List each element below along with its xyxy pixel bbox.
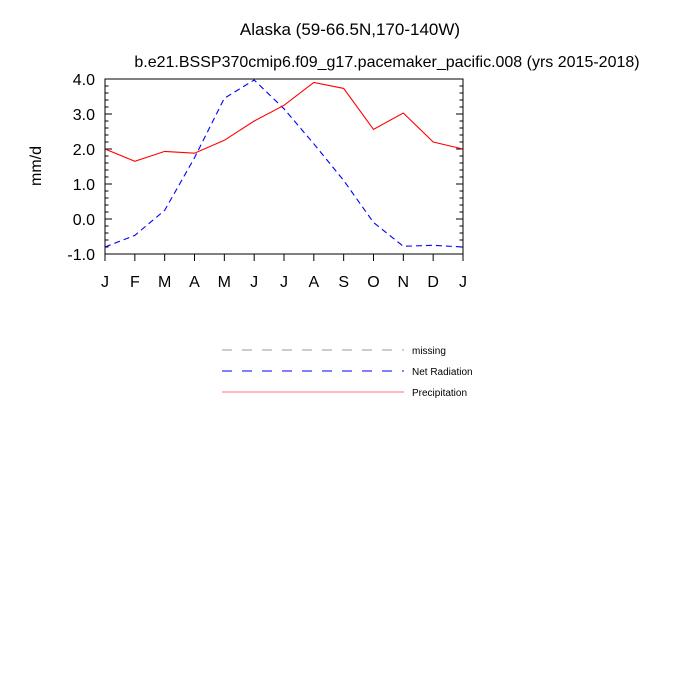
y-tick-label: 1.0 xyxy=(73,177,95,194)
series-line-net-radiation xyxy=(104,79,464,248)
x-tick-label: J xyxy=(459,274,467,291)
x-tick-label: A xyxy=(308,274,319,291)
legend-label: missing xyxy=(412,346,446,357)
chart-subtitle: b.e21.BSSP370cmip6.f09_g17.pacemaker_pac… xyxy=(134,54,639,71)
axis-ticks xyxy=(104,78,464,261)
y-axis-label: mm/d xyxy=(28,146,45,186)
x-tick-label: A xyxy=(189,274,200,291)
x-tick-label: J xyxy=(101,274,109,291)
legend-label: Net Radiation xyxy=(412,367,473,378)
y-tick-label: -1.0 xyxy=(67,247,95,264)
x-tick-label: D xyxy=(427,274,439,291)
legend-label: Precipitation xyxy=(412,388,467,399)
y-tick-labels: 4.0 3.0 2.0 1.0 0.0 -1.0 xyxy=(67,72,95,264)
plot-series xyxy=(104,79,464,248)
x-tick-label: M xyxy=(158,274,171,291)
x-tick-label: M xyxy=(218,274,231,291)
legend: missing Net Radiation Precipitation xyxy=(222,346,473,399)
y-tick-label: 3.0 xyxy=(73,107,95,124)
y-tick-label: 4.0 xyxy=(73,72,95,89)
x-tick-label: J xyxy=(250,274,258,291)
x-tick-label: S xyxy=(338,274,349,291)
chart-title: Alaska (59-66.5N,170-140W) xyxy=(240,20,460,39)
y-tick-label: 0.0 xyxy=(73,212,95,229)
x-tick-label: F xyxy=(130,274,140,291)
plot-frame xyxy=(104,78,464,255)
series-line-precipitation xyxy=(104,81,464,162)
x-tick-label: N xyxy=(398,274,410,291)
x-tick-label: O xyxy=(367,274,379,291)
x-tick-label: J xyxy=(280,274,288,291)
y-tick-label: 2.0 xyxy=(73,142,95,159)
